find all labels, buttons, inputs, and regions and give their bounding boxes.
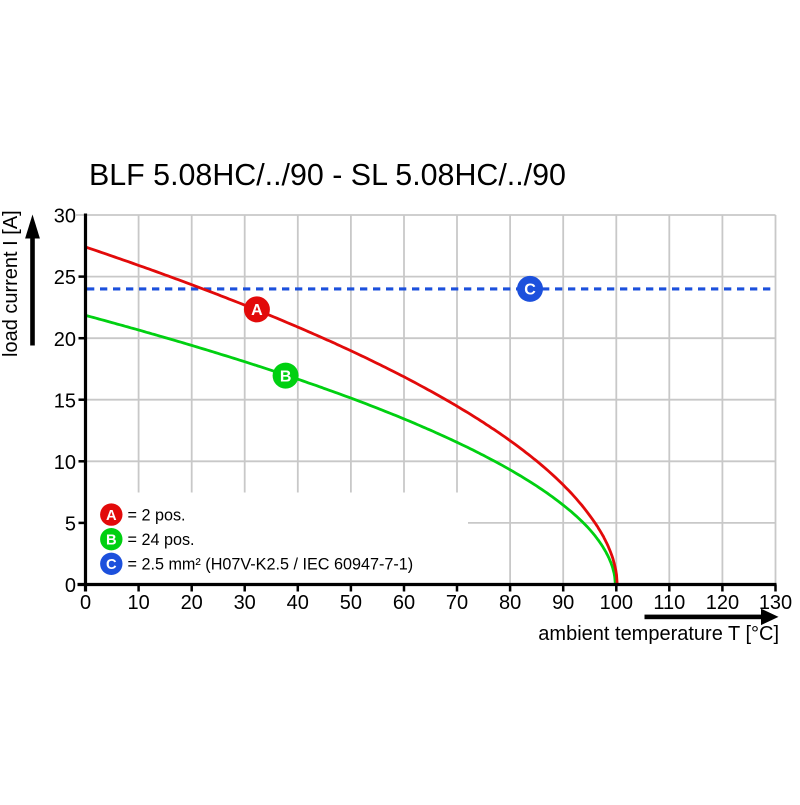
svg-text:= 24 pos.: = 24 pos. bbox=[128, 531, 195, 549]
svg-text:B: B bbox=[106, 533, 117, 549]
svg-text:110: 110 bbox=[653, 592, 685, 614]
svg-text:A: A bbox=[251, 302, 263, 319]
svg-text:120: 120 bbox=[706, 592, 739, 614]
svg-text:90: 90 bbox=[552, 592, 574, 614]
svg-text:0: 0 bbox=[65, 575, 76, 597]
svg-text:load current I [A]: load current I [A] bbox=[0, 210, 22, 357]
svg-text:30: 30 bbox=[54, 206, 76, 228]
svg-text:15: 15 bbox=[54, 390, 76, 412]
svg-text:A: A bbox=[106, 508, 117, 524]
svg-text:25: 25 bbox=[54, 267, 76, 289]
svg-text:50: 50 bbox=[340, 592, 362, 614]
svg-text:= 2 pos.: = 2 pos. bbox=[128, 506, 186, 524]
svg-text:30: 30 bbox=[234, 592, 256, 614]
svg-text:C: C bbox=[106, 557, 117, 573]
svg-text:BLF 5.08HC/../90 - SL 5.08HC/.: BLF 5.08HC/../90 - SL 5.08HC/../90 bbox=[89, 158, 566, 192]
svg-text:B: B bbox=[280, 368, 292, 385]
svg-text:40: 40 bbox=[287, 592, 309, 614]
svg-text:130: 130 bbox=[759, 592, 792, 614]
svg-text:60: 60 bbox=[393, 592, 415, 614]
svg-text:80: 80 bbox=[499, 592, 521, 614]
svg-text:5: 5 bbox=[65, 514, 76, 536]
svg-text:20: 20 bbox=[54, 329, 76, 351]
svg-text:20: 20 bbox=[181, 592, 203, 614]
svg-text:70: 70 bbox=[446, 592, 468, 614]
svg-text:10: 10 bbox=[54, 452, 76, 474]
svg-text:= 2.5 mm² (H07V-K2.5 / IEC 609: = 2.5 mm² (H07V-K2.5 / IEC 60947-7-1) bbox=[128, 556, 414, 574]
svg-text:10: 10 bbox=[127, 592, 149, 614]
svg-text:100: 100 bbox=[600, 592, 633, 614]
svg-text:ambient temperature T [°C]: ambient temperature T [°C] bbox=[538, 623, 779, 645]
svg-text:C: C bbox=[524, 282, 536, 299]
svg-text:0: 0 bbox=[80, 592, 91, 614]
